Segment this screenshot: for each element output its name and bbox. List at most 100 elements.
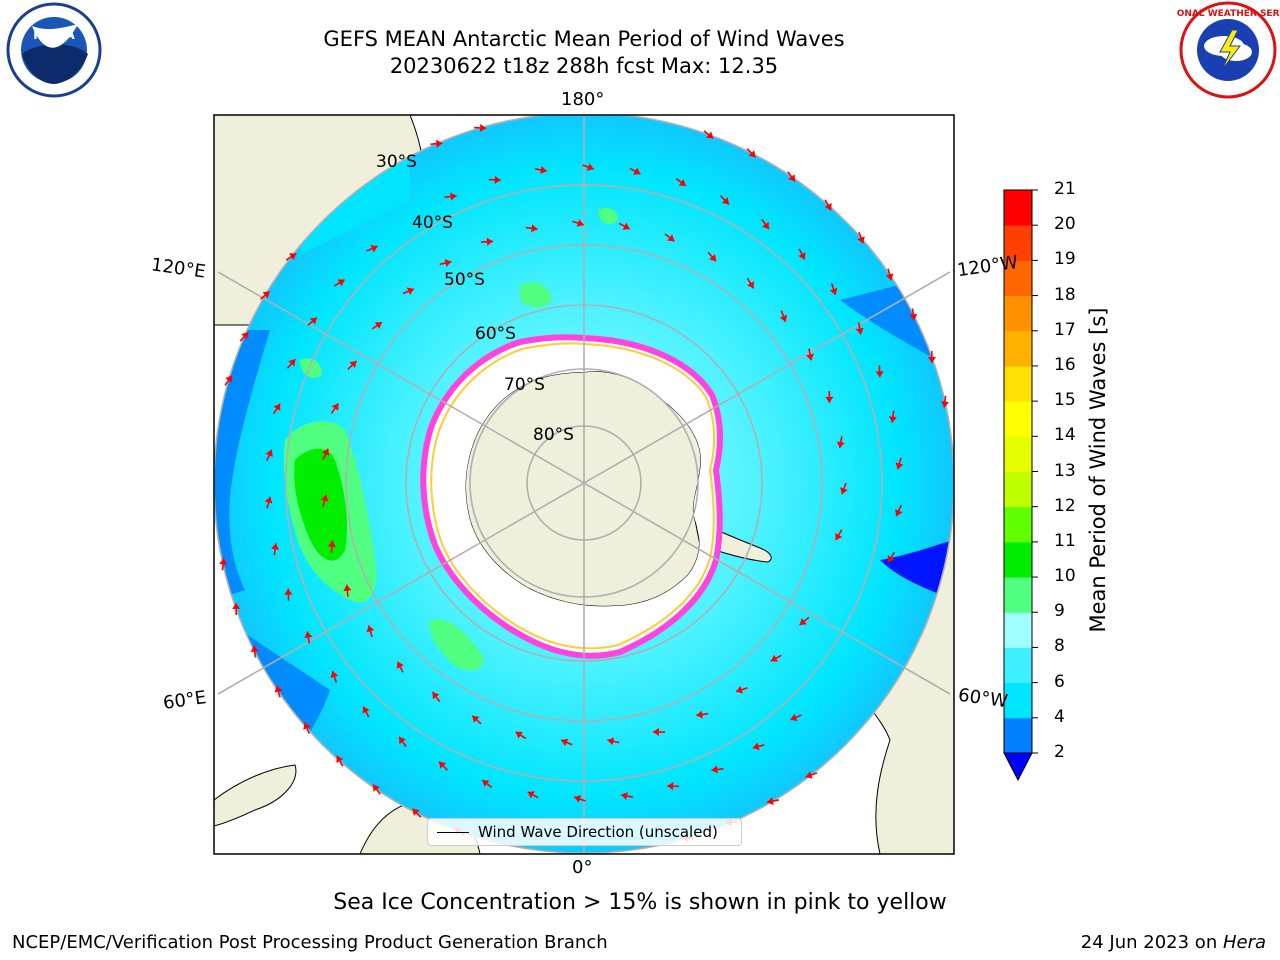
wind-wave-arrow [362,706,370,718]
colorbar-band [1004,401,1032,437]
wind-wave-arrow [618,222,631,230]
colorbar-band [1004,577,1032,613]
colorbar-tick-label: 4 [1054,706,1065,727]
lat-label-40s: 40°S [412,213,453,233]
nws-logo-text: NATIONAL WEATHER SERVICE [1176,9,1280,19]
wind-wave-arrow [711,765,724,774]
colorbar-band [1004,190,1032,226]
wind-wave-arrow [327,540,336,553]
wind-wave-arrow [707,251,717,262]
wind-wave-arrow [675,178,687,187]
wind-wave-arrow [927,351,936,364]
wind-wave-arrows [219,123,949,843]
lat-label-50s: 50°S [444,270,485,290]
colorbar-tick-label: 18 [1054,284,1076,305]
wind-wave-arrow [607,737,620,746]
wind-wave-arrow [330,670,339,683]
wind-wave-arrow [372,784,381,795]
wind-wave-arrow [527,791,539,799]
wind-wave-arrow [396,661,404,673]
lon-label-180: 180° [561,89,605,110]
map-frame [213,114,955,855]
colorbar-label: Mean Period of Wind Waves [s] [1086,307,1110,633]
wind-wave-arrow [271,543,280,556]
wind-wave-arrow [895,457,904,470]
wind-wave-arrow [219,558,228,571]
wind-wave-arrow [480,237,494,246]
lon-label-0: 0° [572,857,593,878]
wind-wave-arrow [857,231,865,244]
wind-wave-arrow [766,797,779,806]
colorbar-tick-label: 19 [1054,249,1076,270]
wind-wave-arrow [525,224,538,233]
wind-wave-arrow [620,792,634,800]
wind-wave-arrow [488,175,501,184]
wind-wave-arrow [330,403,340,414]
wind-wave-arrow [895,504,903,517]
wind-wave-arrow [334,278,346,287]
wind-wave-arrow [307,316,318,326]
wind-wave-arrow [696,710,709,719]
wind-wave-arrow [798,248,806,260]
wind-wave-arrow [855,322,864,335]
wind-wave-arrow [347,360,358,370]
colorbar-band [1004,506,1032,543]
wind-wave-arrow [366,625,375,638]
wind-wave-arrow [572,219,584,227]
wind-wave-arrow [652,727,665,736]
wind-wave-arrow [474,123,487,132]
wind-wave-arrow [761,218,770,230]
wind-wave-arrow [320,494,329,507]
wind-wave-arrow [799,616,810,626]
wind-wave-arrow [239,331,249,342]
chart-title: GEFS MEAN Antarctic Mean Period of Wind … [323,27,845,51]
lat-label-80s: 80°S [533,425,574,445]
wind-wave-arrow [481,779,493,788]
wind-wave-arrow [286,358,296,369]
legend-line-sample [437,831,469,833]
sea-ice-footnote-text: Sea Ice Concentration > 15% is shown in … [333,890,947,915]
colorbar-tick-label: 9 [1054,601,1065,622]
wind-wave-arrow [431,691,441,703]
wind-wave-arrow [260,290,271,300]
colorbar-band [1004,330,1032,367]
wind-wave-arrow [836,436,845,449]
machine-name: Hera [1222,932,1266,953]
wind-wave-arrow [411,808,422,818]
wind-wave-arrow [909,308,918,321]
wind-wave-arrow [629,167,641,175]
colorbar-band [1004,260,1032,297]
noaa-logo: NOAA [6,2,102,98]
wind-wave-arrow [343,584,352,597]
sea-ice-region [423,337,721,656]
wind-wave-arrow [398,736,407,748]
colorbar-tick-label: 17 [1054,319,1076,340]
wind-wave-arrow [284,588,293,601]
wind-wave-arrow [887,551,896,563]
colorbar-band [1004,436,1032,472]
wind-wave-arrow [824,199,832,211]
colorbar-extend-triangle [1003,752,1033,782]
wind-wave-arrow [272,403,281,415]
sea-ice-footnote: Sea Ice Concentration > 15% is shown in … [0,890,1280,915]
colorbar-band [1004,471,1032,508]
wind-wave-arrow [720,195,730,205]
wind-wave-arrow [402,287,415,295]
sea-ice-edge [420,334,724,659]
colorbar-tick-label: 8 [1054,636,1065,657]
wind-wave-arrow [371,321,383,330]
wind-wave-arrow [274,685,283,698]
wind-wave-arrow [787,171,796,182]
lat-label-60s: 60°S [475,324,516,344]
colorbar-tick-label: 20 [1054,214,1076,235]
wind-wave-arrow [806,348,814,361]
wind-wave-arrow [703,130,714,140]
wind-wave-arrow [752,742,765,751]
wind-wave-arrow [825,390,834,403]
colorbar-tick-label: 16 [1054,354,1076,375]
wind-wave-arrow [439,259,452,267]
wind-wave-arrow [430,139,443,148]
colorbar-band [1004,365,1032,402]
wind-wave-arrow [573,795,586,803]
